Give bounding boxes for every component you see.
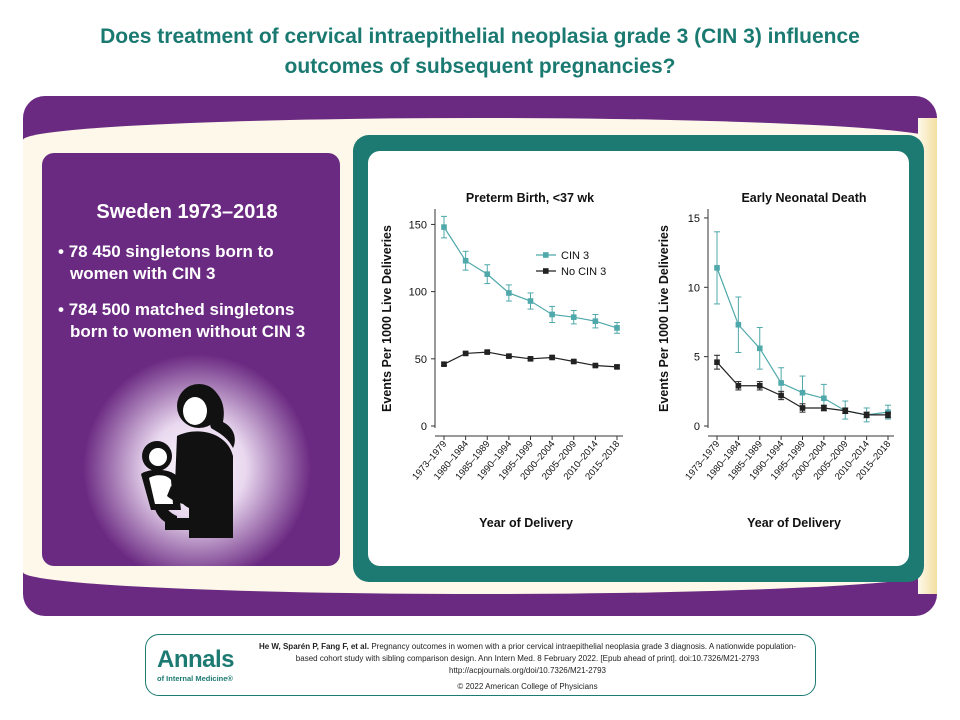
chart2-no-cin3-point <box>778 392 784 399</box>
chart2-no-cin3-point <box>799 405 806 411</box>
citation-box <box>145 634 816 696</box>
chart2-no-cin3-point <box>735 382 742 389</box>
charts-canvas: Preterm Birth, <37 wk0501001501973–19791… <box>380 191 894 530</box>
chart1-no-cin3-point <box>506 353 512 359</box>
chart2-cin3-point <box>821 395 827 402</box>
legend-label: No CIN 3 <box>561 266 606 278</box>
chart2-no-cin3-point <box>756 382 763 389</box>
chart2-x-label: Year of Delivery <box>747 516 841 530</box>
chart1-cin3-point <box>506 290 512 296</box>
chart1-x-label: Year of Delivery <box>479 516 573 530</box>
chart2-cin3-point <box>756 345 763 352</box>
chart1-y-label: Events Per 1000 Live Deliveries <box>380 225 394 412</box>
chart2-y-tick-label: 0 <box>694 421 700 433</box>
legend-marker <box>543 268 549 274</box>
chart1-no-cin3-point <box>462 350 469 357</box>
chart2-no-cin3-point <box>842 407 849 414</box>
chart1-cin3-point <box>549 311 555 318</box>
chart1-cin3-point <box>527 298 534 304</box>
chart1-no-cin3-point <box>484 349 491 355</box>
chart2-cin3-point <box>714 265 720 271</box>
legend-label: CIN 3 <box>561 250 589 262</box>
chart1-no-cin3-point <box>570 358 577 365</box>
study-bullet-matched-text: 784 500 matched singletons born to women… <box>68 300 306 341</box>
citation-url[interactable]: http://acpjournals.org/doi/10.7326/M21-2… <box>449 666 606 675</box>
chart1-y-tick-label: 0 <box>421 421 427 433</box>
journal-subtitle: of Internal Medicine® <box>157 674 233 683</box>
chart1-cin3-point <box>614 325 620 331</box>
citation-body: Pregnancy outcomes in women with a prior… <box>295 642 797 663</box>
chart1-y-tick-label: 100 <box>409 287 427 299</box>
chart2-y-tick-label: 10 <box>688 282 700 294</box>
chart2-cin3-point <box>799 389 806 396</box>
chart1-y-tick-label: 150 <box>409 219 427 231</box>
chart1-cin3-point <box>484 271 491 277</box>
chart2-y-tick-label: 5 <box>694 352 700 364</box>
chart2-y-label: Events Per 1000 Live Deliveries <box>657 225 671 412</box>
chart1-cin3-point <box>570 314 577 320</box>
page-title: Does treatment of cervical intraepitheli… <box>100 25 860 78</box>
chart1-cin3-point <box>462 257 469 264</box>
study-info-card: Sweden 1973–2018 • 78 450 singletons bor… <box>42 153 340 566</box>
mother-and-child-icon <box>141 384 235 538</box>
chart2-no-cin3-point <box>821 405 827 411</box>
study-heading: Sweden 1973–2018 <box>96 201 278 223</box>
chart1-cin3-point <box>441 224 447 230</box>
chart2-no-cin3-point <box>885 412 891 418</box>
chart2-no-cin3-point <box>714 359 720 365</box>
chart-panel <box>368 151 909 566</box>
journal-logo: Annals <box>157 646 235 673</box>
chart2-cin3-point <box>778 380 784 386</box>
chart1-no-cin3-point <box>549 354 555 361</box>
citation-text: He W, Sparén P, Fang F, et al. Pregnancy… <box>250 641 805 677</box>
study-bullet-cin3: • 78 450 singletons born to women with C… <box>58 242 274 283</box>
chart2-cin3-point <box>735 321 742 328</box>
legend-marker <box>543 252 549 258</box>
chart1-y-tick-label: 50 <box>415 354 427 366</box>
chart1-no-cin3-point <box>527 356 534 362</box>
chart2-title: Early Neonatal Death <box>741 191 866 205</box>
citation-copyright: © 2022 American College of Physicians <box>457 682 598 691</box>
chart1-no-cin3-point <box>614 364 620 370</box>
citation-authors: He W, Sparén P, Fang F, et al. <box>258 642 370 651</box>
chart1-cin3-point <box>592 318 599 324</box>
chart2-y-tick-label: 15 <box>688 213 700 225</box>
study-bullet-matched: • 784 500 matched singletons born to wom… <box>58 300 306 341</box>
chart1-title: Preterm Birth, <37 wk <box>466 191 594 205</box>
chart1-no-cin3-point <box>441 361 447 367</box>
chart1-no-cin3-point <box>592 362 599 369</box>
chart2-no-cin3-point <box>863 412 870 418</box>
study-bullet-cin3-text: 78 450 singletons born to women with CIN… <box>68 242 274 283</box>
